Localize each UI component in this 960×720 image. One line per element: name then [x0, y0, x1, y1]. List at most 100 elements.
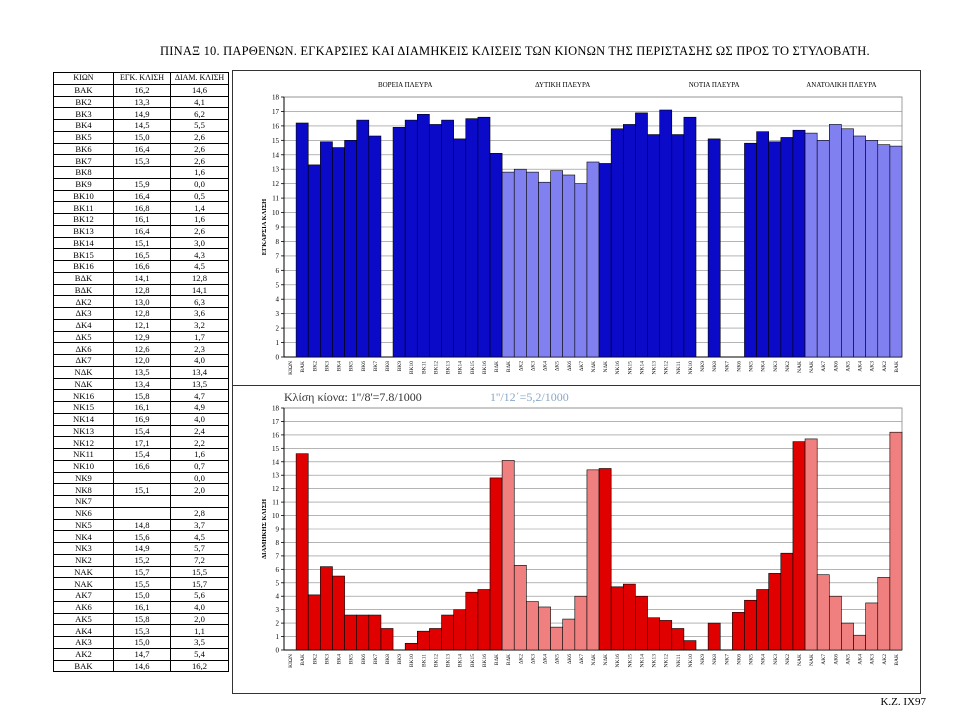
table-cell-transverse: 16,4	[113, 142, 171, 156]
bar	[586, 161, 600, 358]
table-row: ΒΚ11 16,8 1,4	[53, 201, 229, 214]
y-tick-label: 11	[272, 499, 279, 507]
table-row: ΔΚ3 12,8 3,6	[53, 307, 229, 320]
table-cell-column: ΑΚ7	[53, 589, 114, 602]
x-tick-label: ΝΚ15	[627, 654, 633, 668]
x-tick-label: ΝΑΚ	[809, 654, 815, 666]
table-row: ΒΚ2 13,3 4,1	[53, 95, 229, 109]
table-cell-transverse: 16,2	[113, 83, 171, 97]
table-row: ΝΚ15 16,1 4,9	[53, 401, 229, 414]
table-cell-column: ΒΚ10	[53, 189, 114, 203]
x-tick-label: ΒΚ2	[312, 361, 318, 372]
table-cell-column: ΑΚ4	[53, 624, 114, 637]
x-tick-label: ΝΚ9	[700, 654, 706, 665]
bar	[295, 122, 309, 358]
bar	[816, 574, 830, 651]
x-tick-label: ΒΚ5	[349, 361, 355, 372]
x-tick-label: ΔΚ2	[518, 361, 524, 372]
x-tick-label: ΝΑΚ	[809, 361, 815, 373]
table-cell-transverse: 12,8	[113, 283, 171, 297]
bar	[501, 460, 515, 651]
table-cell-longitudinal: 0,7	[170, 459, 229, 473]
x-tick-label: ΒΚ10	[409, 654, 415, 667]
bar	[635, 112, 648, 358]
table-cell-longitudinal: 3,6	[170, 307, 229, 320]
table-cell-longitudinal: 2,6	[170, 154, 229, 167]
bar	[332, 575, 345, 651]
y-tick-label: 11	[272, 195, 279, 203]
column-header-transverse: ΕΓΚ. ΚΛΙΣΗ	[113, 72, 171, 85]
bar	[804, 132, 818, 358]
x-tick-label: ΝΚ8	[712, 654, 718, 665]
table-cell-transverse: 14,6	[113, 659, 171, 673]
bar	[792, 441, 806, 651]
bar	[768, 573, 782, 651]
x-tick-label: ΒΚ3	[324, 654, 330, 665]
table-cell-transverse: 15,5	[113, 577, 171, 590]
bar	[453, 609, 467, 651]
side-label: ΔΥΤΙΚΗ ΠΛΕΥΡΑ	[535, 81, 590, 89]
tilt-annotation-alt: 1''/12΄=5,2/1000	[490, 390, 569, 404]
table-cell-transverse: 15,8	[113, 389, 171, 402]
bar	[501, 171, 515, 358]
table-cell-longitudinal: 4,0	[170, 412, 229, 426]
table-cell-transverse: 16,6	[113, 459, 171, 473]
bar	[574, 595, 588, 651]
y-tick-label: 7	[276, 252, 280, 260]
table-cell-longitudinal: 2,6	[170, 224, 229, 238]
table-row: ΒΚ7 15,3 2,6	[53, 154, 229, 167]
table-cell-column: ΒΚ5	[53, 130, 114, 144]
table-cell-column: ΒΚ11	[53, 201, 114, 214]
table-cell-transverse: 17,1	[113, 436, 171, 449]
table-row: ΒΚ4 14,5 5,5	[53, 119, 229, 132]
bar	[756, 589, 770, 651]
y-tick-label: 6	[276, 267, 280, 275]
table-cell-transverse: 15,7	[113, 565, 171, 579]
x-tick-label: ΒΚ7	[373, 361, 379, 372]
table-cell-longitudinal: 6,2	[170, 107, 229, 120]
x-tick-label: ΒΔΚ	[506, 654, 512, 665]
table-row: ΝΚ4 15,6 4,5	[53, 530, 229, 543]
bar	[659, 620, 673, 651]
x-tick-label: ΝΚ12	[664, 361, 670, 375]
footer-note: K.Z. IX97	[880, 696, 926, 708]
x-tick-label: ΝΚ11	[676, 361, 682, 374]
side-label: ΒΟΡΕΙΑ ΠΛΕΥΡΑ	[378, 81, 432, 89]
table-cell-longitudinal: 6,3	[170, 295, 229, 308]
table-cell-longitudinal: 13,5	[170, 377, 229, 391]
table-cell-transverse	[113, 495, 171, 508]
bar	[841, 128, 854, 358]
bar	[877, 577, 891, 651]
table-row: ΒΔΚ 14,1 12,8	[53, 271, 229, 285]
x-tick-label: ΒΚ8	[385, 654, 391, 665]
y-tick-label: 16	[272, 431, 280, 439]
x-tick-label: ΝΔΚ	[603, 361, 609, 373]
table-row: ΒΚ6 16,4 2,6	[53, 142, 229, 156]
x-tick-label: ΝΚ13	[652, 654, 658, 668]
table-cell-transverse: 16,1	[113, 401, 171, 414]
table-cell-longitudinal: 4,5	[170, 530, 229, 543]
table-cell-column: ΝΚ13	[53, 424, 114, 438]
table-cell-longitudinal: 15,5	[170, 565, 229, 579]
x-tick-label: ΝΚ8	[712, 361, 718, 372]
y-tick-label: 5	[276, 579, 280, 587]
table-row: ΝΚ13 15,4 2,4	[53, 424, 229, 438]
table-cell-column: ΝΚ16	[53, 389, 114, 402]
bar	[647, 134, 660, 358]
x-tick-label: ΝΚ16	[615, 361, 621, 375]
table-cell-column: ΒΔΚ	[53, 271, 114, 285]
x-tick-label: ΔΚ5	[555, 361, 561, 372]
table-cell-column: ΝΚ2	[53, 553, 114, 567]
table-cell-column: ΝΔΚ	[53, 365, 114, 379]
x-tick-label: ΒΚ16	[482, 361, 488, 374]
y-tick-label: 0	[276, 354, 280, 362]
bar	[368, 135, 382, 358]
bar	[477, 116, 491, 358]
table-cell-column: ΔΚ4	[53, 318, 114, 332]
bar	[610, 586, 624, 651]
x-tick-label: ΝΚ14	[639, 654, 645, 668]
bar	[320, 566, 333, 651]
table-cell-column: ΒΚ4	[53, 119, 114, 132]
bar	[865, 602, 879, 651]
